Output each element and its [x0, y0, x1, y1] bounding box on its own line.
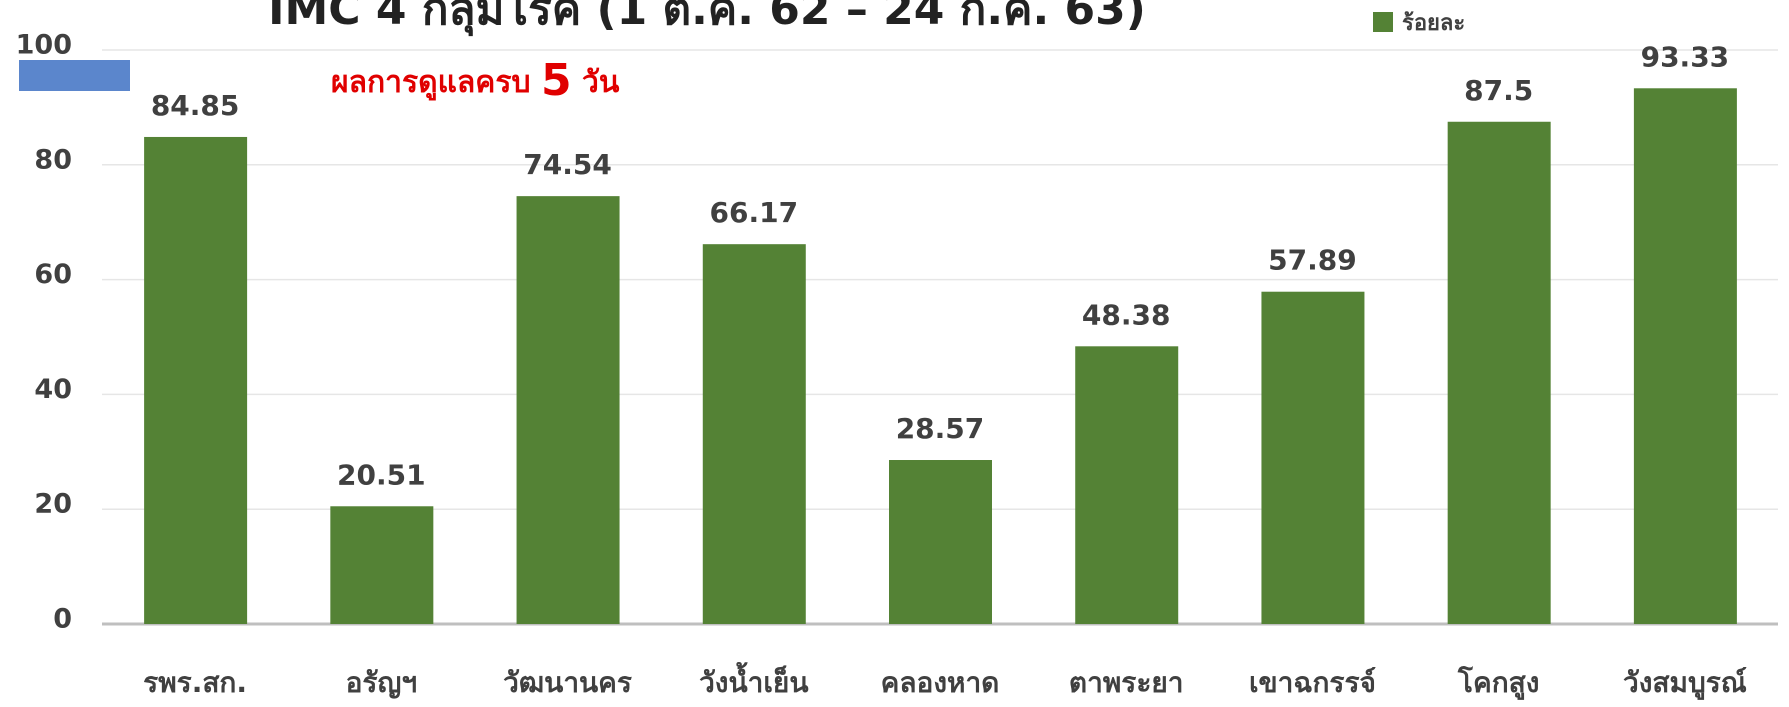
- bar: [889, 460, 992, 624]
- x-tick-label: วังสมบูรณ์: [1623, 666, 1747, 700]
- x-tick-label: โคกสูง: [1457, 665, 1539, 700]
- bar: [1075, 346, 1179, 624]
- y-tick-label: 0: [53, 604, 72, 635]
- bar: [516, 196, 620, 625]
- x-tick-label: คลองหาด: [881, 666, 1000, 699]
- value-label: 20.51: [337, 458, 426, 491]
- value-label: 84.85: [151, 89, 240, 122]
- y-tick-label: 40: [34, 374, 72, 405]
- x-tick-label: ตาพระยา: [1069, 666, 1184, 699]
- value-label: 48.38: [1082, 298, 1171, 331]
- bar: [1633, 88, 1737, 625]
- legend-swatch: [1373, 12, 1393, 32]
- blue-tag: [19, 60, 130, 91]
- value-label: 87.5: [1464, 74, 1533, 107]
- annotation-text: ผลการดูแลครบ: [331, 65, 531, 101]
- x-tick-label: เขาฉกรรจ์: [1249, 666, 1376, 699]
- x-tick-label: อรัญฯ: [346, 666, 417, 699]
- y-tick-label: 80: [34, 144, 72, 175]
- x-tick-label: วัฒนานคร: [503, 666, 632, 699]
- bar: [144, 136, 248, 624]
- bar: [330, 506, 434, 624]
- value-label: 28.57: [896, 412, 985, 445]
- y-tick-label: 100: [16, 30, 72, 61]
- bar: [1261, 291, 1365, 624]
- value-label: 93.33: [1641, 40, 1730, 73]
- y-tick-label: 60: [34, 259, 72, 290]
- y-tick-label: 20: [34, 489, 72, 520]
- x-tick-label: รพร.สก.: [143, 666, 247, 699]
- legend-label: ร้อยละ: [1402, 11, 1465, 36]
- bar: [702, 244, 806, 624]
- chart-title: IMC 4 กลุ่มโรค (1 ต.ค. 62 – 24 ก.ค. 63): [268, 0, 1146, 37]
- value-label: 66.17: [709, 196, 798, 229]
- annotation-text: วัน: [582, 65, 620, 100]
- annotation: ผลการดูแลครบ 5 วัน: [331, 55, 620, 106]
- value-label: 74.54: [523, 148, 612, 181]
- x-tick-label: วังน้ำเย็น: [699, 661, 808, 699]
- bar: [1447, 121, 1551, 624]
- value-label: 57.89: [1268, 244, 1357, 277]
- annotation-number: 5: [541, 55, 572, 106]
